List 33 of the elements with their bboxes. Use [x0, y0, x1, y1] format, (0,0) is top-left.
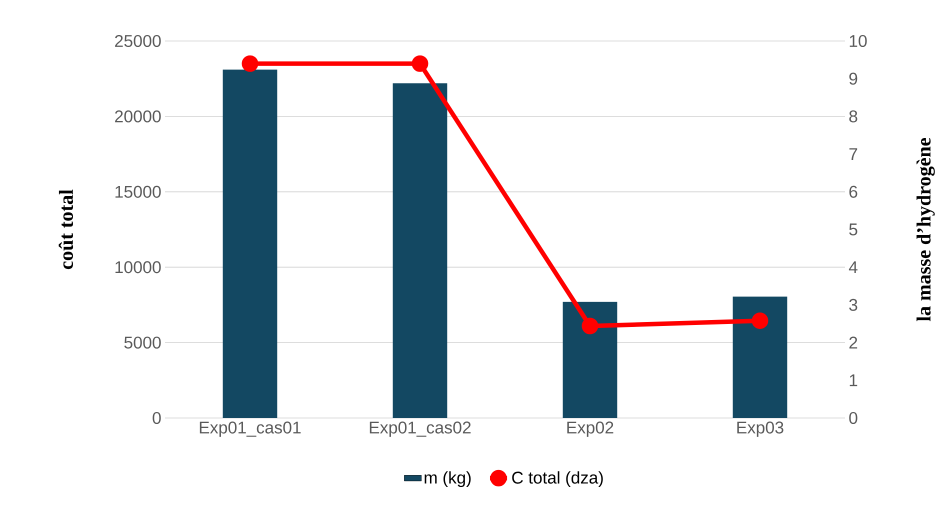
y-tick-label: 25000 [115, 34, 161, 48]
y2-tick-label: 2 [849, 336, 858, 349]
y-tick-label: 15000 [116, 186, 161, 198]
y2-tick-label: 1 [850, 374, 858, 386]
bar [392, 83, 448, 418]
y2-tick-label: 0 [849, 412, 858, 424]
y-tick-label: 10000 [116, 261, 161, 274]
y2-tick-label: 9 [849, 72, 858, 85]
y2-tick-label: 4 [848, 261, 858, 274]
legend-label: m (kg) [424, 471, 471, 488]
y2-tick-label: 3 [849, 298, 858, 311]
bar [562, 302, 618, 418]
y-tick-label: 0 [152, 412, 161, 424]
y2-tick-label: 10 [850, 34, 867, 48]
y-tick-label: 20000 [115, 110, 161, 122]
x-tick-label: Exp02 [567, 422, 614, 437]
y2-tick-label: 6 [849, 186, 858, 198]
point [412, 55, 428, 72]
point [242, 55, 258, 72]
point [582, 318, 598, 334]
y2-tick-label: 5 [849, 224, 858, 236]
y2-tick-label: 7 [849, 148, 858, 160]
bar [732, 296, 788, 418]
x-tick-label: Exp03 [737, 422, 784, 437]
point [752, 312, 768, 329]
y-tick-label: 5000 [124, 336, 161, 349]
x-tick-label: Exp01_cas01 [200, 422, 301, 437]
y2-tick-label: 8 [849, 110, 858, 122]
y-axis-title: coût total [58, 190, 74, 270]
x-tick-label: Exp01_cas02 [370, 422, 471, 437]
bar [222, 70, 278, 418]
legend-label: C total (dza) [512, 471, 603, 488]
y2-axis-title: la masse d’hydrogène [916, 138, 935, 322]
